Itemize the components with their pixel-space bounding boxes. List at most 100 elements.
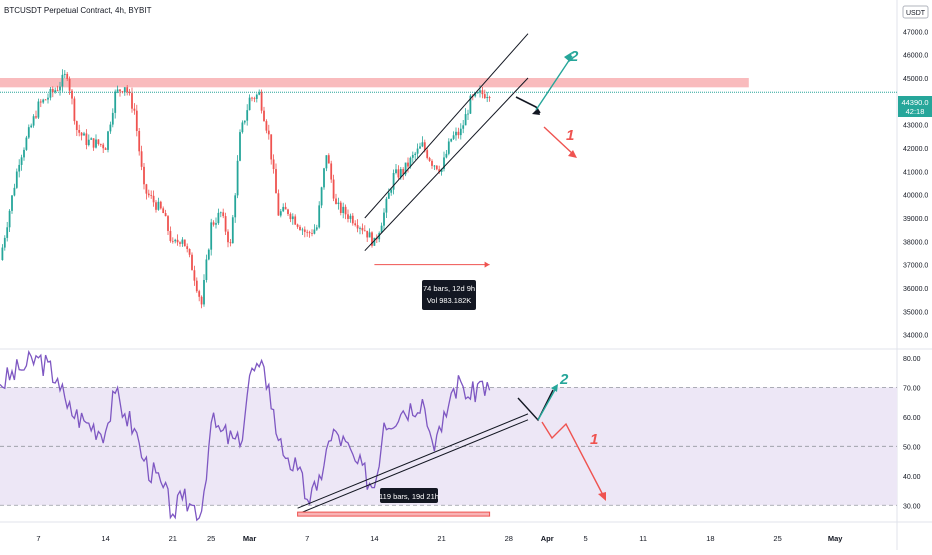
candle-body [186,246,189,250]
candle-body [354,223,357,226]
time-tick-label: 21 [169,534,177,543]
candle-body [39,101,42,103]
channel-upper-line[interactable] [364,33,529,219]
candle-body [462,125,465,129]
candle-body [205,259,208,280]
price-tick-label: 40000.0 [903,193,928,200]
range-tooltip-bars: 74 bars, 12d 9h [423,284,475,293]
candle-body [20,157,23,165]
scenario-2-arrow [535,55,573,111]
candle-body [147,193,150,196]
candle-body [299,226,301,231]
currency-button-label: USDT [906,10,926,17]
candle-body [71,90,73,99]
candle-body [121,91,124,93]
time-axis[interactable]: 7 14 21 25 Mar 7 14 21 28 Apr 5 11 18 25 May [36,534,843,543]
candle-body [335,198,337,204]
rsi-axis[interactable]: 30.00 40.00 50.00 60.00 70.00 80.00 [903,356,921,510]
candle-body [167,216,169,231]
candle-body [152,195,155,203]
resistance-zone [0,78,749,88]
rsi-line [0,349,491,522]
candle-body [296,224,299,227]
candle-body [387,192,390,199]
price-tick-label: 36000.0 [903,286,928,293]
candle-body [27,127,30,138]
candle-body [284,206,287,210]
candle-body [176,239,179,243]
candle-body [431,160,433,166]
candle-body [320,187,323,206]
candle-body [231,217,234,244]
candle-body [383,212,385,226]
candle-body [303,229,306,232]
rsi-trendline-upper[interactable] [297,413,529,509]
candle-body [380,225,383,233]
chart-title: BTCUSDT Perpetual Contract, 4h, BYBIT [4,6,152,15]
candle-body [277,193,280,216]
candle-body [87,139,90,146]
candle-body [174,239,177,242]
candle-body [486,97,489,99]
arrowhead-1 [568,150,577,158]
candle-body [419,146,421,149]
candle-body [90,138,93,140]
candle-body [409,157,412,167]
candle-body [116,89,119,92]
candle-body [203,279,205,305]
candle-body [133,108,136,111]
candle-body [435,165,438,170]
channel-lower-line[interactable] [364,77,529,252]
candle-body [219,212,222,214]
arrowhead-black [532,108,540,115]
candle-body [157,201,160,210]
candle-body [258,92,261,95]
candle-body [344,206,347,215]
candle-body [140,151,143,167]
candle-body [359,227,361,229]
candle-body [59,86,61,91]
candle-body [126,87,129,93]
candle-body [119,89,121,92]
candle-body [107,131,109,150]
candle-body [155,202,157,210]
candle-body [75,121,78,131]
candle-body [260,92,263,111]
candle-body [164,213,167,217]
candle-body [78,130,81,133]
candle-body [447,141,450,154]
candle-body [200,296,203,305]
currency-button[interactable] [902,5,929,19]
candle-body [236,160,239,196]
rsi-range-tooltip [380,488,438,503]
time-tick-label: May [828,534,843,543]
candle-body [138,130,141,152]
candle-body [23,149,25,158]
price-tick-label: 38000.0 [903,239,928,246]
time-tick-label: 18 [706,534,714,543]
candle-body [210,222,213,250]
candle-body [80,132,83,136]
candle-body [63,73,66,75]
candle-body [6,227,9,238]
candle-body [162,208,165,214]
candle-body [445,153,448,158]
candle-body [97,139,100,144]
scenario-label-2: 2 [569,48,579,65]
candle-body [318,205,321,228]
candle-body [241,122,244,133]
rsi-trendline-lower[interactable] [297,419,529,515]
candle-body [342,206,345,213]
range-tooltip-volume: Vol 983.182K [427,296,472,305]
rsi-tick-label: 40.00 [903,474,921,481]
time-tick-label: 21 [437,534,445,543]
rsi-range-measure[interactable] [297,511,491,517]
price-tick-label: 37000.0 [903,263,928,270]
candle-body [8,210,11,228]
time-tick-label: Apr [541,534,554,543]
scenario-1-arrow [543,126,575,156]
candle-body [361,227,364,231]
time-tick-label: 25 [207,534,215,543]
rsi-tick-label: 80.00 [903,356,921,363]
